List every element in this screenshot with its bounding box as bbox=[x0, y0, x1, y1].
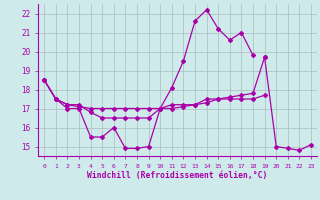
X-axis label: Windchill (Refroidissement éolien,°C): Windchill (Refroidissement éolien,°C) bbox=[87, 171, 268, 180]
